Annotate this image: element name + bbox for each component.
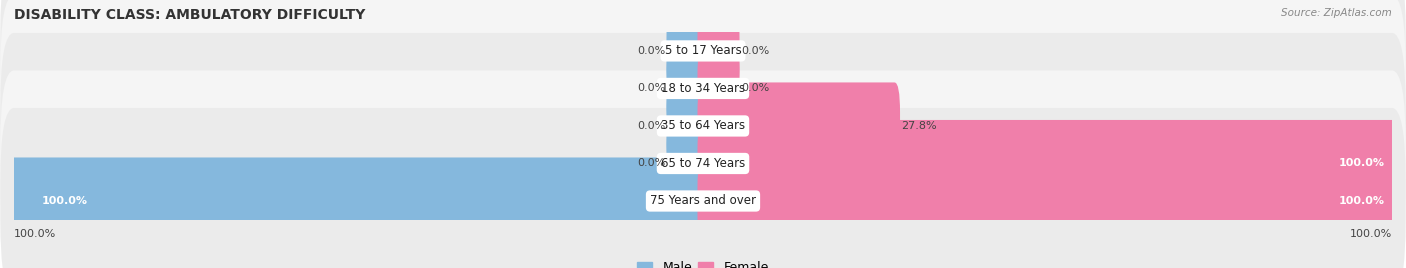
Text: 18 to 34 Years: 18 to 34 Years (661, 82, 745, 95)
Text: 27.8%: 27.8% (901, 121, 936, 131)
FancyBboxPatch shape (666, 8, 709, 94)
Text: 65 to 74 Years: 65 to 74 Years (661, 157, 745, 170)
FancyBboxPatch shape (697, 8, 740, 94)
FancyBboxPatch shape (0, 70, 1406, 256)
Text: DISABILITY CLASS: AMBULATORY DIFFICULTY: DISABILITY CLASS: AMBULATORY DIFFICULTY (14, 8, 366, 22)
Text: 100.0%: 100.0% (1339, 196, 1385, 206)
FancyBboxPatch shape (697, 83, 900, 169)
Text: 100.0%: 100.0% (1339, 158, 1385, 169)
FancyBboxPatch shape (697, 120, 1398, 207)
Text: 0.0%: 0.0% (637, 158, 665, 169)
FancyBboxPatch shape (0, 108, 1406, 268)
Text: 0.0%: 0.0% (637, 46, 665, 56)
Text: 100.0%: 100.0% (42, 196, 87, 206)
Text: 35 to 64 Years: 35 to 64 Years (661, 120, 745, 132)
Text: Source: ZipAtlas.com: Source: ZipAtlas.com (1281, 8, 1392, 18)
Text: 100.0%: 100.0% (14, 229, 56, 239)
FancyBboxPatch shape (697, 158, 1398, 244)
Text: 0.0%: 0.0% (741, 83, 769, 94)
Text: 0.0%: 0.0% (637, 83, 665, 94)
FancyBboxPatch shape (666, 45, 709, 132)
Legend: Male, Female: Male, Female (633, 256, 773, 268)
Text: 0.0%: 0.0% (637, 121, 665, 131)
FancyBboxPatch shape (0, 0, 1406, 144)
FancyBboxPatch shape (8, 158, 709, 244)
FancyBboxPatch shape (0, 0, 1406, 181)
Text: 5 to 17 Years: 5 to 17 Years (665, 44, 741, 57)
Text: 100.0%: 100.0% (1350, 229, 1392, 239)
FancyBboxPatch shape (697, 45, 740, 132)
FancyBboxPatch shape (666, 83, 709, 169)
Text: 75 Years and over: 75 Years and over (650, 195, 756, 207)
FancyBboxPatch shape (666, 120, 709, 207)
Text: 0.0%: 0.0% (741, 46, 769, 56)
FancyBboxPatch shape (0, 33, 1406, 219)
